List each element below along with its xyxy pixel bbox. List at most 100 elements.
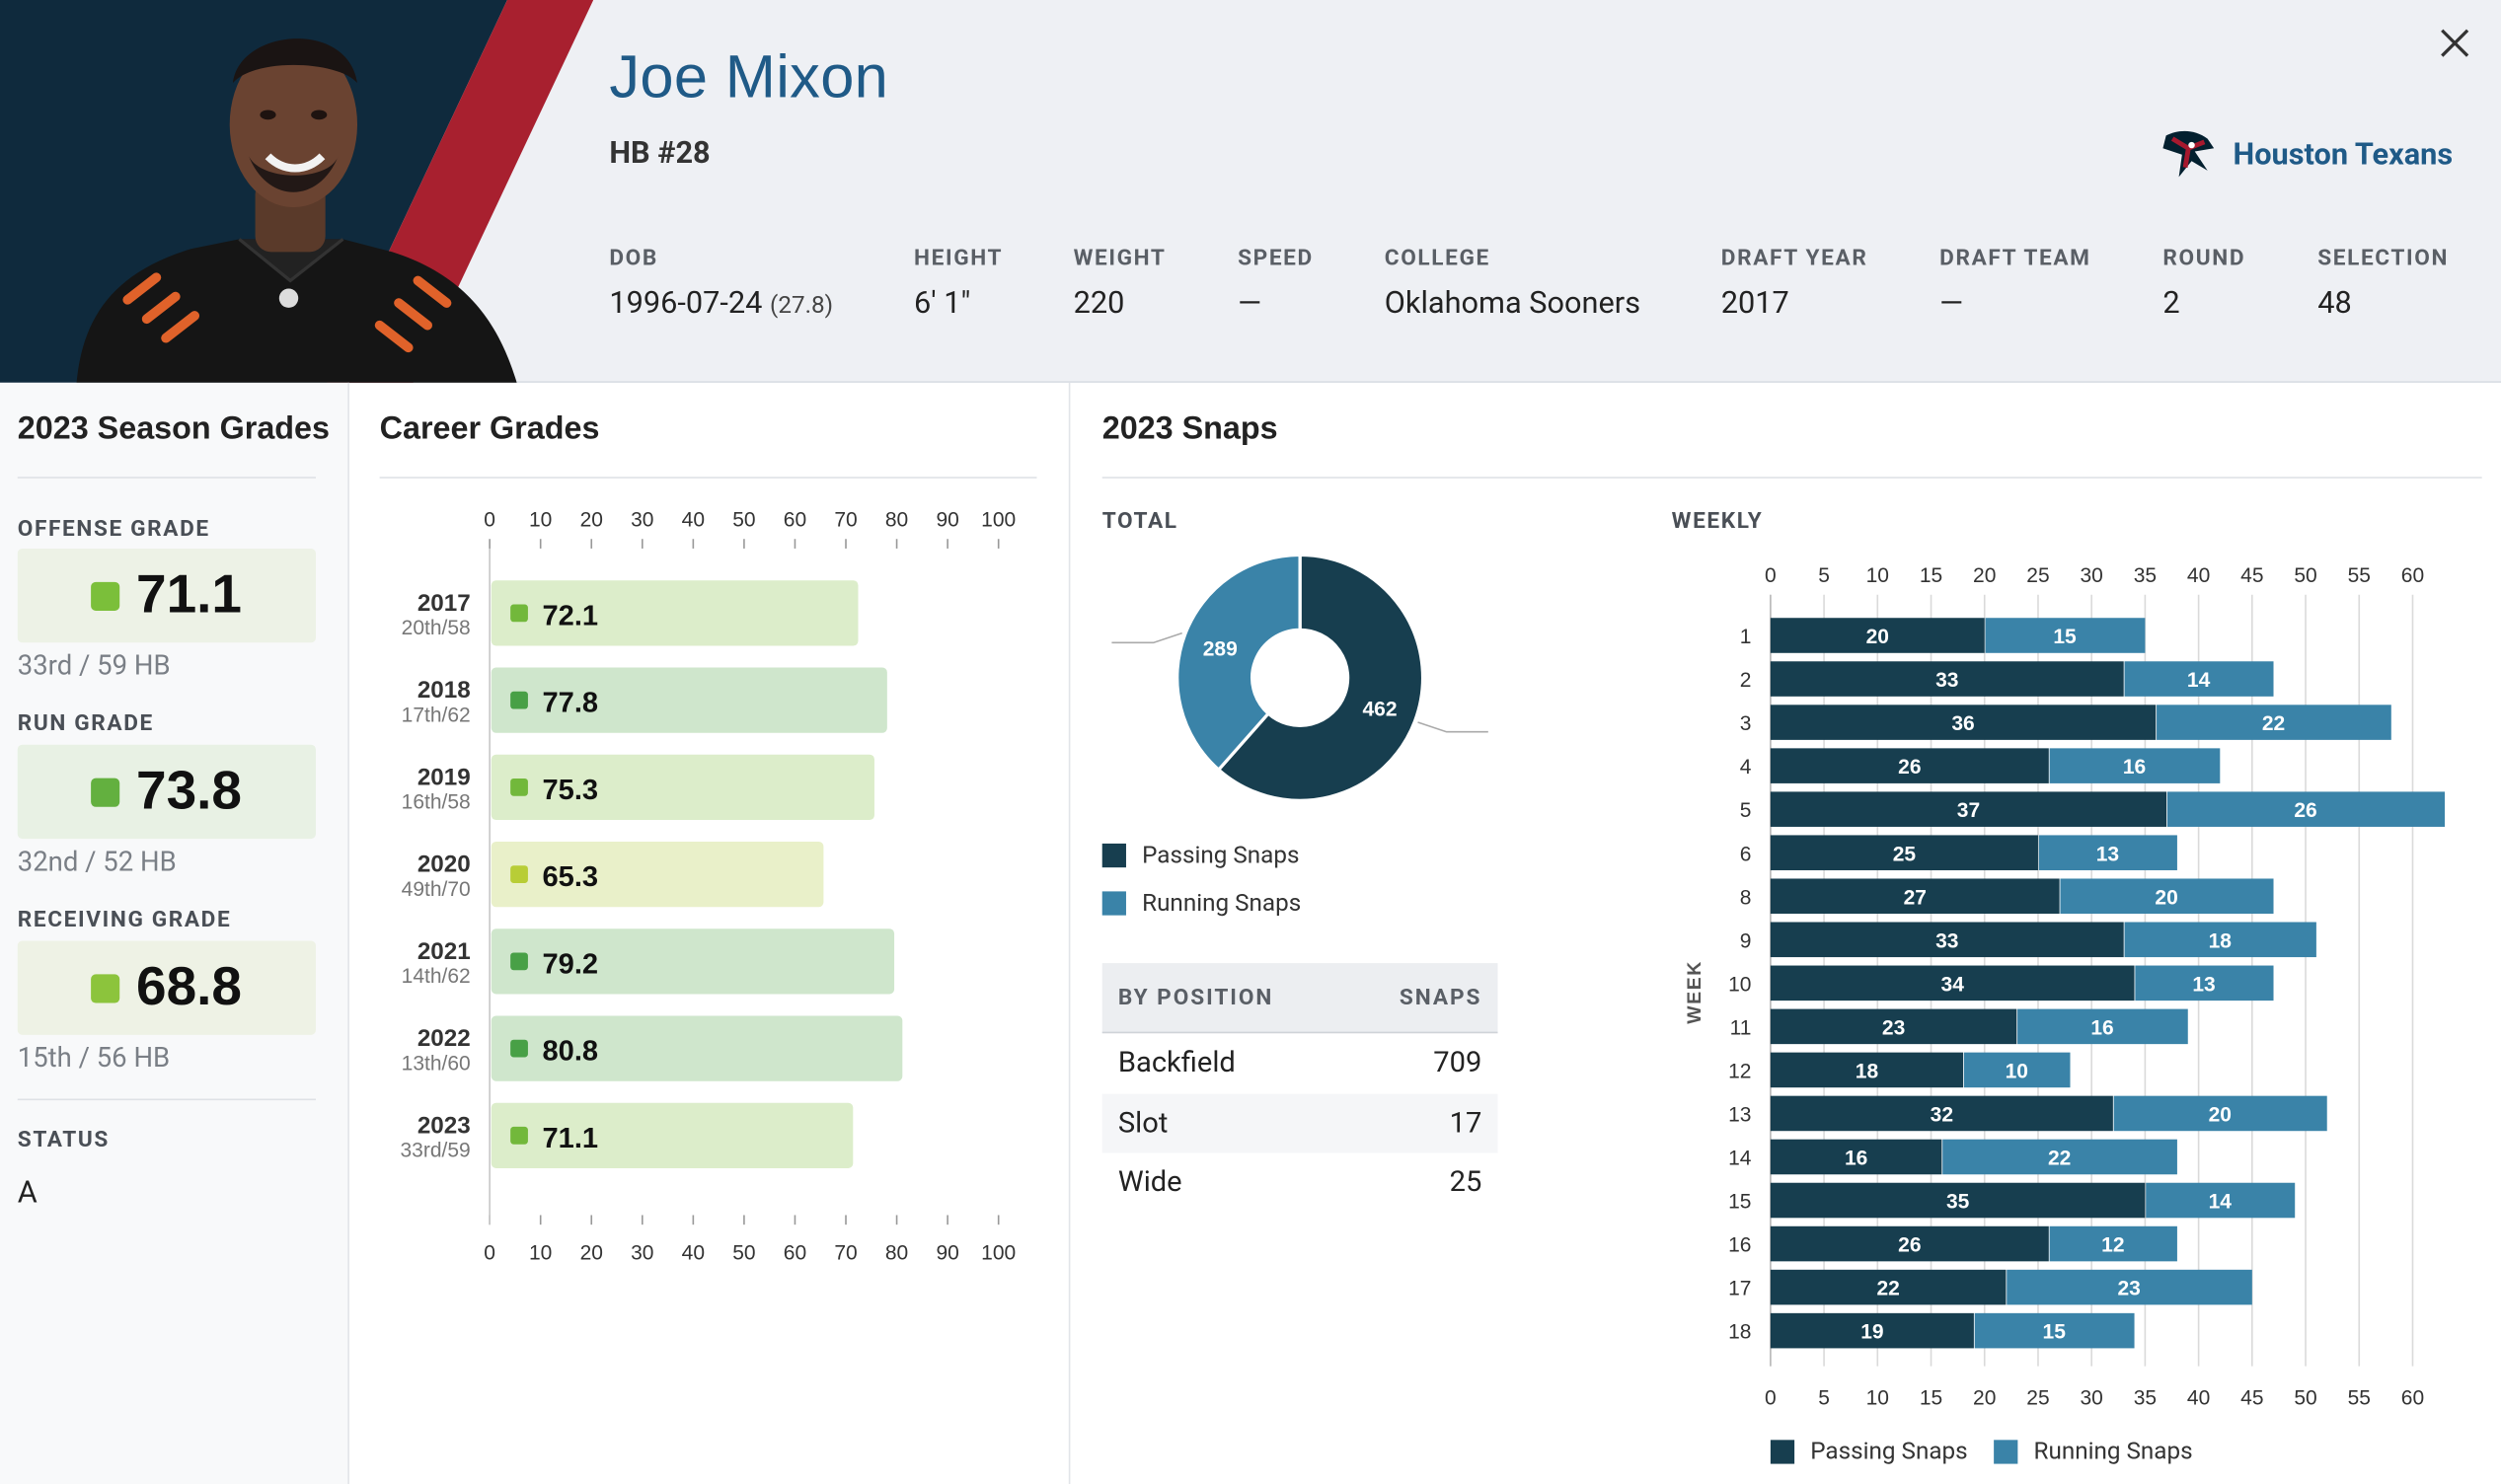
week-label: 11 [1730,1016,1752,1039]
x-tick-label-bottom: 55 [2348,1386,2371,1409]
x-tick-label-top: 10 [529,508,552,531]
x-tick-label-bottom: 90 [936,1242,958,1265]
week-label: 12 [1728,1060,1751,1082]
career-rank-label: 16th/58 [402,791,471,814]
x-tick-label-bottom: 20 [1973,1386,1996,1409]
weekly-snaps-chart: 0055101015152020252530303535404045455050… [1684,564,2446,1409]
snaps-donut-chart: 462 289 [1111,555,1488,802]
running-snaps-bar [2007,1269,2252,1305]
passing-snaps-bar [1770,618,1985,653]
bar-value-label: 35 [1946,1191,1970,1214]
attr-height: HEIGHT 6' 1" [914,245,1004,321]
bar-value-label: 22 [2048,1148,2071,1170]
close-icon[interactable] [2437,26,2472,61]
week-label: 10 [1728,973,1751,996]
bar-value-label: 23 [2117,1278,2140,1300]
career-year-label: 2021 [417,938,471,965]
x-tick-label-top: 60 [784,508,806,531]
passing-snaps-bar [1770,1312,1974,1349]
x-tick-label-top: 25 [2026,564,2049,587]
running-snaps-bar [2038,835,2177,870]
donut-leader-line [1111,631,1182,644]
bar-value-label: 18 [2209,929,2233,952]
career-grade-value: 71.1 [542,1123,598,1154]
bar-value-label: 37 [1957,799,1980,822]
x-tick-label-bottom: 5 [1818,1386,1830,1409]
running-snaps-bar [2049,748,2221,783]
passing-snaps-bar [1770,705,2157,740]
career-year-label: 2017 [417,590,471,617]
x-tick-label-bottom: 100 [981,1242,1016,1265]
bar-value-label: 26 [2294,799,2316,822]
team-link[interactable]: Houston Texans [2160,126,2453,181]
bar-value-label: 34 [1941,973,1965,996]
passing-snaps-bar [1770,1269,2007,1305]
x-tick-label-bottom: 40 [682,1242,705,1265]
bar-value-label: 19 [1860,1321,1883,1344]
grade-color-swatch [510,865,528,883]
legend-swatch-passing [1101,843,1126,867]
offense-grade-box: 71.1 [17,548,316,643]
passing-snaps-bar [1770,1052,1964,1088]
week-label: 16 [1728,1234,1751,1257]
donut-slice [1175,555,1302,773]
x-tick-label-top: 20 [580,508,603,531]
player-photo [0,0,594,383]
x-tick-label-bottom: 70 [834,1242,857,1265]
x-tick-label-top: 30 [631,508,653,531]
run-grade-rank: 32nd / 52 HB [17,847,177,879]
bar-value-label: 25 [1893,843,1917,865]
passing-snaps-bar [1770,1008,2017,1045]
career-rank-label: 17th/62 [402,704,471,726]
x-tick-label-top: 35 [2134,564,2157,587]
career-rank-label: 49th/70 [402,878,471,901]
x-tick-label-bottom: 20 [580,1242,603,1265]
table-header: BY POSITION SNAPS [1101,963,1498,1034]
running-snaps-bar [2135,965,2274,1002]
receiving-grade-box: 68.8 [17,940,316,1035]
receiving-grade-rank: 15th / 56 HB [17,1042,171,1076]
passing-snaps-bar [1770,1182,2146,1219]
x-tick-label-bottom: 80 [885,1242,908,1265]
passing-snaps-bar [1770,835,2038,870]
bar-value-label: 14 [2209,1191,2233,1214]
attr-speed: SPEED — [1238,245,1314,321]
career-rank-label: 13th/60 [402,1052,471,1075]
receiving-grade-value: 68.8 [136,956,242,1018]
x-tick-label-top: 0 [1765,564,1777,587]
career-grade-value: 75.3 [542,775,598,806]
week-label: 15 [1728,1191,1751,1214]
career-grade-bar [491,667,887,733]
passing-snaps-bar [1770,1139,1942,1175]
bar-value-label: 33 [1935,929,1958,952]
bar-value-label: 16 [2090,1016,2113,1039]
passing-snaps-bar [1770,878,2060,915]
bar-value-label: 15 [2043,1321,2067,1344]
grade-color-swatch [510,1039,528,1058]
bar-value-label: 27 [1904,886,1927,909]
week-label: 9 [1740,929,1752,952]
x-tick-label-top: 10 [1866,564,1889,587]
week-label: 5 [1740,799,1752,822]
bar-value-label: 14 [2187,669,2211,692]
x-tick-label-top: 60 [2401,564,2424,587]
table-row: Backfield 709 [1117,1046,1482,1080]
weekly-legend-passing: Passing Snaps [1770,1437,1968,1465]
grade-color-swatch [91,581,120,611]
weekly-label: WEEKLY [1671,508,1764,535]
x-tick-label-bottom: 30 [2080,1386,2102,1409]
x-tick-label-bottom: 50 [2294,1386,2316,1409]
snaps-panel: 2023 Snaps TOTAL 462 289 Passing Snaps Ru… [1070,383,2501,1484]
x-tick-label-top: 55 [2348,564,2371,587]
season-grades-panel: 2023 Season Grades OFFENSE GRADE 71.1 33… [0,382,349,1484]
passing-snaps-bar [1770,661,2124,697]
x-tick-label-bottom: 60 [784,1242,806,1265]
bar-value-label: 20 [2209,1104,2232,1127]
week-label: 18 [1728,1321,1751,1344]
week-label: 6 [1740,843,1752,865]
bar-value-label: 13 [2096,843,2119,865]
bar-value-label: 20 [2155,886,2177,909]
week-label: 1 [1740,626,1752,648]
donut-slice [1216,555,1425,802]
career-rank-label: 20th/58 [402,617,471,639]
